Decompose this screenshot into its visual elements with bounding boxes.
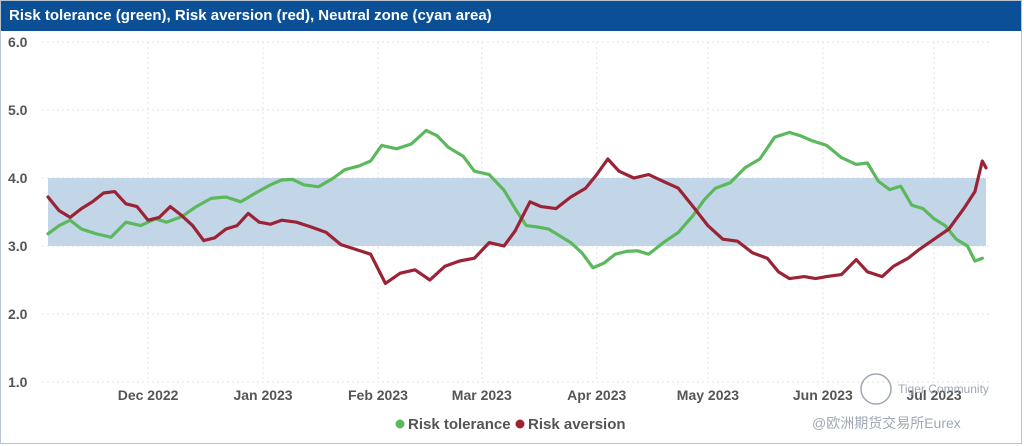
x-tick-label: Feb 2023 — [348, 387, 408, 403]
x-tick-label: Mar 2023 — [452, 387, 512, 403]
x-tick-label: May 2023 — [677, 387, 739, 403]
x-tick-label: Jul 2023 — [906, 387, 961, 403]
legend: Risk tolerance Risk aversion — [395, 416, 626, 433]
chart-title: Risk tolerance (green), Risk aversion (r… — [1, 1, 1021, 31]
y-tick-label: 1.0 — [8, 374, 28, 390]
legend-marker-risk-tolerance — [395, 419, 405, 429]
series-layer — [46, 128, 988, 285]
y-tick-label: 4.0 — [8, 170, 28, 186]
y-tick-label: 6.0 — [8, 34, 28, 50]
watermark-logo-text: Tiger Community — [898, 382, 989, 396]
watermark: Tiger Community @欧洲期货交易所Eurex — [812, 373, 989, 431]
x-axis: Dec 2022 Jan 2023 Feb 2023 Mar 2023 Apr 2023… — [118, 387, 962, 403]
watermark-source-text: @欧洲期货交易所Eurex — [812, 415, 961, 431]
x-tick-label: Jan 2023 — [233, 387, 292, 403]
x-tick-label: Dec 2022 — [118, 387, 179, 403]
x-tick-label: Jun 2023 — [793, 387, 853, 403]
y-tick-label: 5.0 — [8, 102, 28, 118]
series-line-risk-tolerance — [46, 128, 984, 270]
series-line-risk-aversion — [46, 157, 988, 285]
y-axis: 1.0 2.0 3.0 4.0 5.0 6.0 — [8, 34, 28, 390]
y-tick-label: 3.0 — [8, 238, 28, 254]
x-tick-label: Apr 2023 — [567, 387, 626, 403]
legend-label-risk-aversion[interactable]: Risk aversion — [528, 416, 626, 433]
legend-label-risk-tolerance[interactable]: Risk tolerance — [408, 416, 511, 433]
tiger-logo-icon — [860, 373, 892, 405]
y-tick-label: 2.0 — [8, 306, 28, 322]
legend-marker-risk-aversion — [515, 419, 525, 429]
